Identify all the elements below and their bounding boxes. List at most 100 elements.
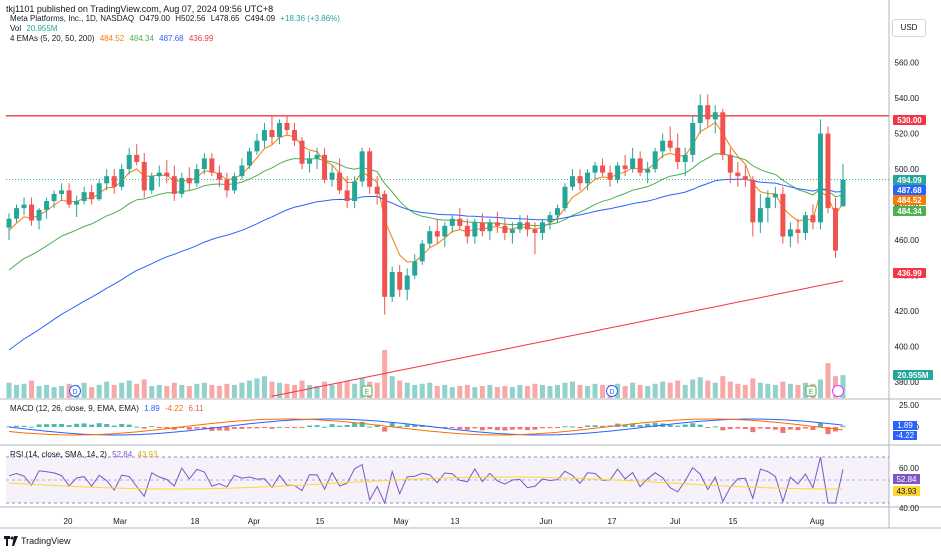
earnings-marker (361, 385, 373, 397)
macd-histogram-bar (164, 427, 170, 429)
macd-histogram-bar (742, 427, 748, 430)
macd-histogram-bar (59, 423, 65, 427)
candle-body (314, 154, 320, 159)
volume-value: 20.955M (26, 24, 58, 33)
volume-bar (780, 381, 786, 398)
volume-bar (660, 381, 666, 398)
candle-body (434, 231, 440, 237)
macd-histogram-bar (224, 427, 230, 431)
macd-histogram-bar (292, 427, 298, 428)
volume-bar (652, 383, 658, 398)
macd-histogram-bar (329, 424, 335, 427)
tradingview-logo-icon (4, 536, 18, 546)
volume-bar (577, 384, 583, 398)
candle-body (352, 181, 358, 202)
volume-bar (209, 384, 215, 398)
rsi-label: RSI (14, close, SMA, 14, 2) (10, 450, 107, 459)
volume-bar (690, 379, 696, 398)
volume-bar (502, 386, 508, 398)
volume-bar (201, 382, 207, 398)
volume-bar (284, 383, 290, 398)
candle-body (209, 158, 215, 173)
ema50-line (8, 178, 844, 351)
candle-body (832, 208, 838, 251)
candle-body (607, 172, 613, 180)
candle-body (284, 122, 290, 131)
macd-histogram-bar (442, 426, 448, 428)
candle-body (374, 186, 380, 194)
candle-body (224, 179, 230, 191)
macd-histogram-bar (637, 425, 643, 427)
volume-bar (472, 387, 478, 398)
rsi-ma-line (8, 476, 843, 490)
publish-line: tkj1101 published on TradingView.com, Au… (6, 4, 274, 14)
volume-bar (96, 384, 102, 398)
macd-histogram-bar (397, 426, 403, 428)
time-axis-label: 17 (608, 517, 617, 526)
currency-button[interactable]: USD (892, 19, 926, 37)
macd-histogram-bar (96, 423, 102, 427)
candle-body (622, 165, 628, 170)
macd-histogram-bar (359, 421, 365, 427)
ema20-value: 484.34 (129, 34, 154, 43)
candle-body (630, 158, 636, 170)
candle-body (442, 225, 448, 237)
volume-bar (637, 384, 643, 398)
macd-histogram-bar (810, 427, 816, 431)
macd-legend: MACD (12, 26, close, 9, EMA, EMA) 1.89 -… (10, 404, 206, 414)
volume-bar (494, 387, 500, 398)
macd-histogram-bar (449, 427, 455, 428)
price-tag (893, 185, 926, 195)
volume-bar (802, 382, 808, 398)
macd-histogram-bar (802, 427, 808, 429)
volume-bar (712, 382, 718, 398)
volume-bar (261, 376, 267, 398)
volume-bar (547, 386, 553, 398)
volume-bar (434, 386, 440, 398)
macd-histogram-bar (14, 425, 20, 427)
volume-bar (457, 386, 463, 398)
candle-body (299, 140, 305, 164)
time-axis-label: 15 (729, 517, 738, 526)
candle-body (765, 197, 771, 209)
price-tag-label: 436.99 (897, 269, 922, 278)
volume-bar (825, 363, 831, 398)
earnings-marker-label: E (365, 389, 370, 396)
volume-bar (149, 386, 155, 398)
macd-histogram-bar (772, 427, 778, 430)
macd-histogram-bar (502, 427, 508, 431)
candle-body (772, 193, 778, 198)
candle-body (802, 215, 808, 233)
volume-bar (592, 383, 598, 398)
candle-body (179, 177, 185, 194)
macd-line (8, 418, 844, 436)
macd-histogram-bar (479, 427, 485, 431)
volume-bar (134, 383, 140, 398)
volume-bar (509, 387, 515, 398)
split-marker-icon (832, 385, 844, 397)
volume-bar (427, 382, 433, 398)
volume-bar (817, 379, 823, 398)
price-tick-label: 380.00 (895, 378, 920, 387)
volume-bar (735, 383, 741, 398)
volume-bar (412, 384, 418, 398)
macd-histogram-bar (74, 423, 80, 427)
candle-body (840, 179, 846, 207)
candle-body (186, 177, 192, 184)
macd-histogram-bar (36, 424, 42, 427)
volume-bar (397, 380, 403, 398)
candle-body (96, 183, 102, 200)
volume-bar (119, 382, 125, 398)
candle-body (149, 176, 155, 191)
footer-brand-name: TradingView (21, 536, 71, 546)
candle-body (592, 165, 598, 173)
volume-bar (216, 386, 222, 398)
ohlc-low: L478.65 (210, 14, 240, 23)
volume-bar (539, 384, 545, 398)
macd-histogram-bar (44, 424, 50, 427)
price-tag-label: 484.34 (897, 207, 922, 216)
volume-bar (720, 376, 726, 398)
macd-histogram-bar (577, 427, 583, 428)
candle-body (111, 176, 117, 187)
